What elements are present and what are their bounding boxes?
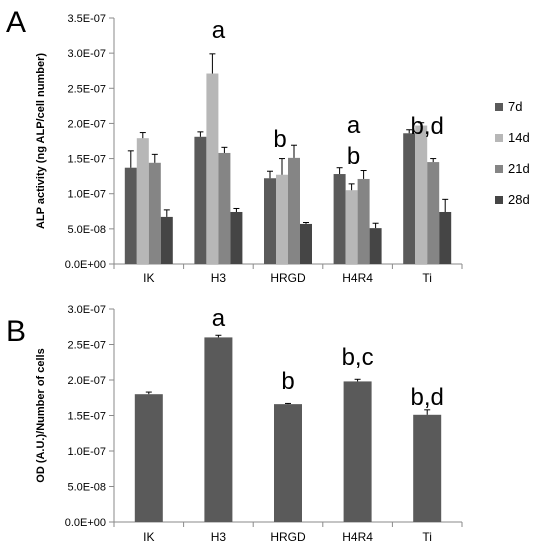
chart-a-category-label: Ti	[422, 271, 432, 285]
chart-a-bar	[276, 174, 288, 264]
chart-a-bar	[194, 136, 207, 264]
chart-b-significance-label: b,c	[342, 344, 374, 371]
chart-b-y-tick-label: 1.5E-07	[67, 411, 106, 423]
chart-a-bar	[230, 211, 243, 264]
chart-b-bar	[204, 337, 233, 522]
chart-a-category-label: HRGD	[270, 271, 306, 285]
chart-a-y-tick-label: 1.5E-07	[67, 154, 106, 166]
chart-b-bar	[134, 394, 163, 522]
chart-a-significance-label: a	[347, 112, 361, 139]
chart-a-bar	[369, 228, 382, 264]
chart-b-bar	[343, 381, 372, 522]
chart-a-bar	[148, 162, 161, 264]
chart-a-legend-label: 28d	[508, 192, 530, 207]
chart-b-category-label: H3	[211, 530, 227, 544]
chart-a-bar	[427, 162, 440, 264]
chart-b-y-tick-label: 2.5E-07	[67, 340, 106, 352]
chart-a-category-label: H4R4	[342, 271, 373, 285]
chart-a-y-tick-label: 3.0E-07	[67, 48, 106, 60]
chart-a-legend-swatch	[495, 165, 503, 173]
chart-a-legend-swatch	[495, 134, 503, 142]
chart-a-legend-swatch	[495, 103, 503, 111]
chart-b-significance-label: b	[281, 368, 294, 395]
panel-label-b: B	[6, 315, 26, 348]
panel-label-a: A	[6, 6, 26, 39]
chart-a-y-tick-label: 3.5E-07	[67, 13, 106, 25]
chart-a-bar	[300, 223, 312, 264]
chart-a-bar	[136, 138, 149, 264]
chart-b-y-tick-label: 2.0E-07	[67, 375, 106, 387]
chart-a-bar	[288, 157, 300, 264]
chart-a-bar	[403, 133, 416, 264]
chart-a-bar	[415, 125, 428, 264]
chart-a-bar	[345, 190, 358, 264]
chart-a-legend-label: 14d	[508, 130, 530, 145]
chart-a-y-tick-label: 1.0E-07	[67, 189, 106, 201]
chart-a-y-tick-label: 2.5E-07	[67, 83, 106, 95]
chart-a-bar	[124, 167, 137, 264]
chart-a-significance-label: b	[347, 143, 360, 170]
chart-b-bar	[413, 414, 442, 522]
chart-a-significance-label: b	[273, 126, 286, 153]
chart-b-category-label: HRGD	[270, 530, 306, 544]
chart-a-bar	[218, 152, 231, 264]
chart-a-category-label: IK	[143, 271, 154, 285]
chart-a-legend-label: 21d	[508, 161, 530, 176]
chart-b-category-label: Ti	[422, 530, 432, 544]
chart-a-bar	[264, 178, 276, 264]
chart-a-legend-label: 7d	[508, 99, 522, 114]
chart-b-category-label: IK	[143, 530, 154, 544]
chart-b-significance-label: b,d	[411, 384, 444, 411]
chart-a-y-tick-label: 0.0E+00	[65, 259, 106, 271]
chart-a-y-tick-label: 2.0E-07	[67, 118, 106, 130]
chart-a-significance-label: a	[212, 17, 226, 44]
chart-a-legend-swatch	[495, 196, 503, 204]
chart-a-bar	[206, 73, 219, 264]
chart-b-y-tick-label: 1.0E-07	[67, 446, 106, 458]
chart-a-alp-activity: ALP activity (ng ALP/cell number) 0.0E+0…	[35, 13, 530, 285]
chart-a-significance-label: b,d	[411, 113, 444, 140]
chart-b-significance-label: a	[212, 305, 226, 332]
chart-b-bar	[274, 404, 302, 522]
chart-a-y-tick-label: 5.0E-08	[67, 224, 106, 236]
chart-b-y-tick-label: 0.0E+00	[65, 517, 106, 529]
chart-a-category-label: H3	[211, 271, 227, 285]
chart-a-bar	[439, 211, 452, 264]
chart-b-y-tick-label: 5.0E-08	[67, 482, 106, 494]
chart-a-bar	[333, 174, 346, 264]
chart-b-y-tick-label: 3.0E-07	[67, 304, 106, 316]
chart-a-bar	[160, 216, 173, 264]
chart-b-y-axis-label: OD (A.U.)/Number of cells	[35, 348, 47, 482]
chart-a-y-axis-label: ALP activity (ng ALP/cell number)	[35, 53, 47, 229]
chart-b-od-per-cell: OD (A.U.)/Number of cells 0.0E+00 5.0E-08…	[35, 304, 463, 544]
chart-a-bar	[357, 178, 370, 264]
chart-b-category-label: H4R4	[342, 530, 373, 544]
